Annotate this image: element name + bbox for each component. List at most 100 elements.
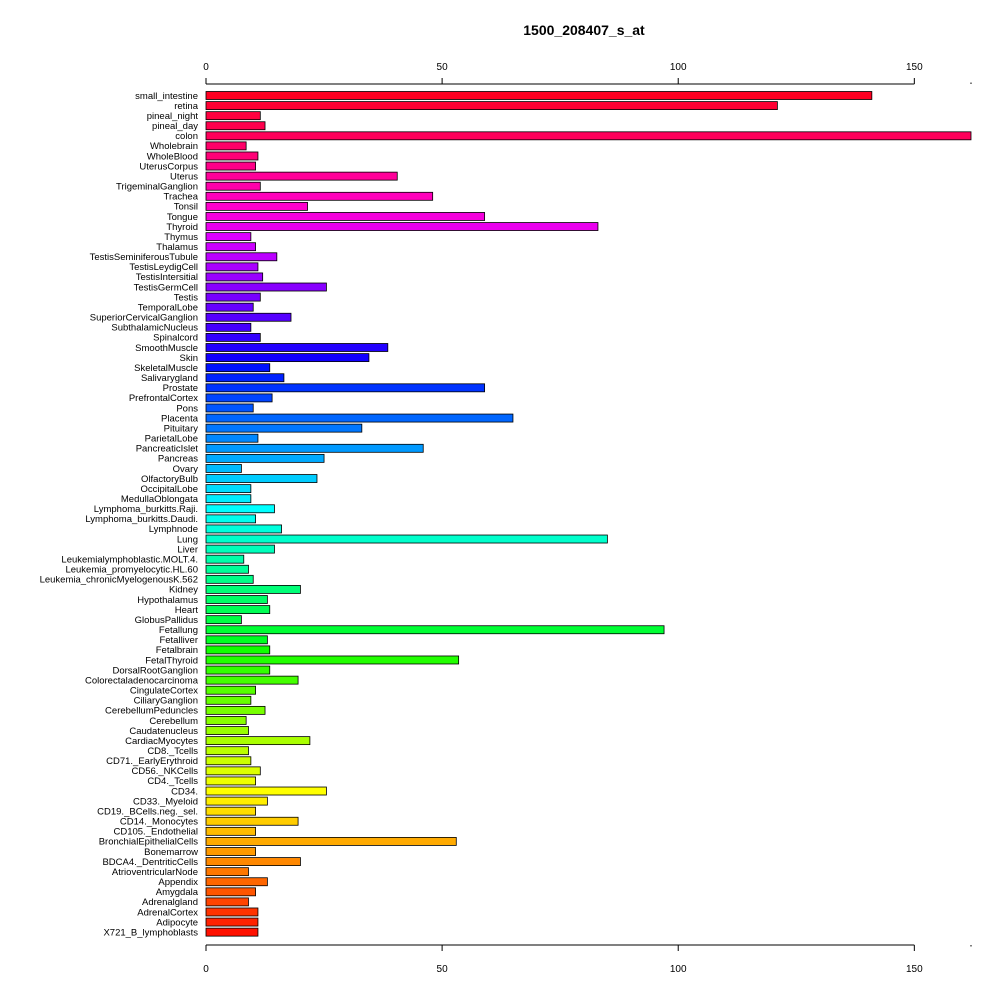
bar-ovary (205, 464, 242, 473)
bar-thalamus (205, 242, 256, 252)
category-label-cd4-tcells: CD4._Tcells (147, 776, 198, 787)
category-label-cd105-endothelial: CD105._Endothelial (113, 827, 198, 838)
bar-appendix (205, 877, 268, 887)
bottom-tick-label-150: 150 (906, 964, 923, 975)
category-label-smoothmuscle: SmoothMuscle (135, 343, 198, 354)
category-label-pituitary: Pituitary (164, 423, 199, 434)
category-label-medullaoblongata: MedullaOblongata (121, 494, 199, 505)
bar-placenta (205, 413, 514, 423)
bar-cd8-tcells (205, 746, 249, 756)
bar-small-intestine (205, 91, 873, 100)
category-label-fetallung: Fetallung (159, 625, 198, 636)
category-label-cd19-bcells-neg-sel: CD19._BCells.neg._sel. (97, 806, 198, 817)
category-label-cd14-monocytes: CD14._Monocytes (120, 817, 198, 828)
category-label-retina: retina (174, 101, 198, 112)
bar-spinalcord (205, 333, 261, 342)
category-label-placenta: Placenta (161, 413, 199, 424)
bar-retina (205, 101, 778, 110)
bars-group (205, 91, 972, 937)
bar-cd19-bcells-neg-sel (205, 806, 256, 816)
bar-cerebellum (205, 716, 247, 725)
category-label-fetalliver: Fetalliver (159, 635, 198, 646)
category-label-occipitallobe: OccipitalLobe (140, 484, 198, 495)
bar-x721-b-lymphoblasts (205, 927, 259, 937)
bar-salivarygland (205, 373, 285, 383)
bar-ciliaryganglion (205, 695, 252, 705)
category-label-skin: Skin (180, 353, 198, 364)
bar-subthalamicnucleus (205, 322, 252, 332)
category-label-testisintersitial: TestisIntersitial (136, 272, 198, 283)
category-label-bonemarrow: Bonemarrow (144, 847, 198, 858)
bar-cd33-myeloid (205, 796, 268, 806)
top-tick-label-50: 50 (437, 62, 449, 73)
category-label-adipocyte: Adipocyte (156, 917, 198, 928)
category-label-temporallobe: TemporalLobe (138, 302, 198, 313)
bar-dorsalrootganglion (205, 665, 271, 675)
category-label-thyroid: Thyroid (166, 222, 198, 233)
bar-uteruscorpus (205, 161, 256, 171)
category-label-pineal-night: pineal_night (147, 111, 199, 122)
bar-lymphoma-burkitts-daudi (205, 514, 256, 524)
category-label-subthalamicnucleus: SubthalamicNucleus (111, 323, 198, 334)
category-label-atrioventricularnode: AtrioventricularNode (112, 867, 198, 878)
category-label-cd33-myeloid: CD33._Myeloid (133, 796, 198, 807)
category-label-lymphoma-burkitts-daudi: Lymphoma_burkitts.Daudi. (85, 514, 198, 525)
bar-cd34 (205, 786, 327, 796)
top-tick-label-100: 100 (670, 62, 687, 73)
category-label-kidney: Kidney (169, 585, 198, 596)
bar-bonemarrow (205, 847, 256, 856)
bar-cerebellumpeduncles (205, 705, 266, 715)
bar-medullaoblongata (205, 494, 252, 504)
category-label-dorsalrootganglion: DorsalRootGanglion (112, 665, 198, 676)
bar-testisseminiferoustubule (205, 252, 278, 262)
category-label-amygdala: Amygdala (156, 887, 199, 898)
category-label-cd56-nkcells: CD56._NKCells (131, 766, 198, 777)
bottom-tick-label-50: 50 (437, 964, 449, 975)
bar-pineal-night (205, 111, 261, 121)
bar-kidney (205, 585, 301, 594)
bar-pons (205, 403, 254, 413)
category-label-superiorcervicalganglion: SuperiorCervicalGanglion (90, 313, 198, 324)
bar-olfactorybulb (205, 474, 318, 483)
bottom-tick-label-100: 100 (670, 964, 687, 975)
bar-leukemialymphoblastic-molt-4 (205, 554, 245, 564)
bar-testisintersitial (205, 272, 264, 282)
category-label-prefrontalcortex: PrefrontalCortex (129, 393, 198, 404)
bar-smoothmuscle (205, 343, 389, 352)
category-label-cd71-earlyerythroid: CD71._EarlyErythroid (106, 756, 198, 767)
bar-fetalthyroid (205, 655, 460, 665)
bar-hypothalamus (205, 595, 268, 604)
bar-adrenalgland (205, 897, 249, 907)
category-label-lymphnode: Lymphnode (149, 524, 198, 535)
category-label-liver: Liver (177, 544, 198, 555)
bar-testisleydigcell (205, 262, 259, 272)
bar-skin (205, 353, 370, 362)
bar-bronchialepithelialcells (205, 837, 457, 846)
bar-wholeblood (205, 151, 259, 161)
chart-title: 1500_208407_s_at (523, 22, 645, 38)
bar-testisgermcell (205, 282, 327, 292)
category-label-adrenalgland: Adrenalgland (142, 897, 198, 908)
bar-liver (205, 544, 275, 554)
bar-temporallobe (205, 302, 254, 312)
category-label-spinalcord: Spinalcord (153, 333, 198, 344)
category-label-wholeblood: WholeBlood (147, 151, 198, 162)
bar-tongue (205, 212, 486, 221)
top-tick-label-150: 150 (906, 62, 923, 73)
category-label-pancreas: Pancreas (158, 454, 198, 465)
bar-trigeminalganglion (205, 181, 261, 191)
category-label-pons: Pons (176, 403, 198, 414)
bar-thymus (205, 232, 252, 242)
bar-parietallobe (205, 433, 259, 443)
bar-colorectaladenocarcinoma (205, 675, 299, 685)
top-tick-label-0: 0 (203, 62, 209, 73)
category-label-prostate: Prostate (163, 383, 198, 394)
category-label-ovary: Ovary (173, 464, 199, 475)
category-label-hypothalamus: Hypothalamus (137, 595, 198, 606)
category-label-wholebrain: Wholebrain (150, 141, 198, 152)
bar-cd71-earlyerythroid (205, 756, 252, 766)
bar-trachea (205, 191, 434, 201)
bar-leukemia-promyelocytic-hl-60 (205, 564, 249, 574)
category-label-thymus: Thymus (164, 232, 198, 243)
category-label-leukemia-chronicmyelogenousk-562: Leukemia_chronicMyelogenousK.562 (40, 575, 198, 586)
